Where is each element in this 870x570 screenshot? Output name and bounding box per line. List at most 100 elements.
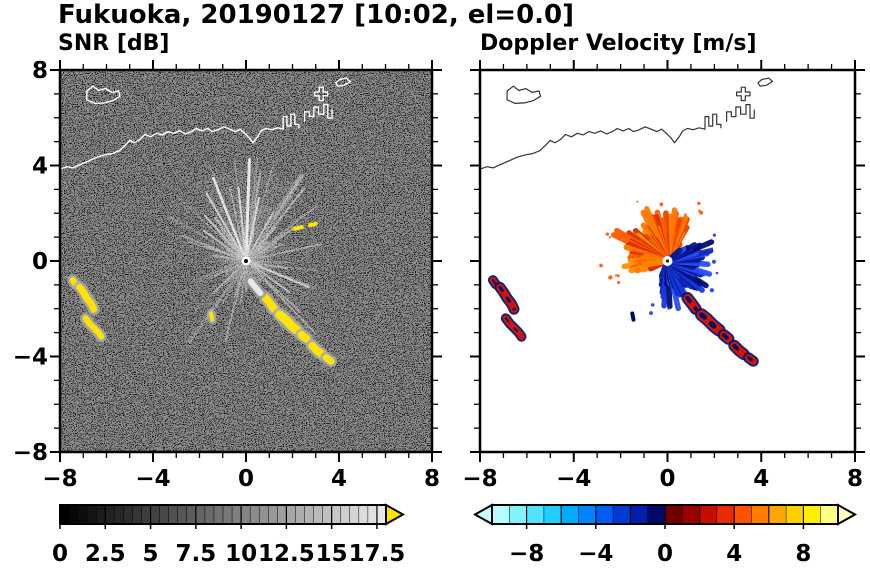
coastline-island xyxy=(735,86,751,102)
snr-colorbar: 0 2.5 5 7.5 10 12.5 15 17.5 xyxy=(52,503,405,567)
snr-colorbar-label: 10 xyxy=(225,541,257,567)
snr-colorbar-label: 12.5 xyxy=(258,541,315,567)
doppler-colorbar-segment xyxy=(751,505,770,524)
x-tick-label: 8 xyxy=(847,466,863,492)
fan-edge-dot xyxy=(715,271,719,275)
doppler-colorbar-segment xyxy=(509,505,528,524)
snr-colorbar-segment xyxy=(358,505,369,524)
coastline-island xyxy=(313,86,329,102)
fan-edge-dot xyxy=(617,280,621,285)
coastline xyxy=(480,77,774,170)
fan-edge-dot xyxy=(684,213,687,216)
x-tick-label: 4 xyxy=(753,466,769,492)
snr-colorbar-segment xyxy=(376,505,387,524)
doppler-panel-title: Doppler Velocity [m/s] xyxy=(480,31,757,56)
snr-echo xyxy=(76,283,98,313)
radar-site-dot xyxy=(244,259,248,263)
snr-colorbar-segment xyxy=(204,505,215,524)
doppler-colorbar-segment xyxy=(595,505,614,524)
fan-edge-dot xyxy=(649,311,653,315)
doppler-colorbar-segment xyxy=(543,505,562,524)
doppler-echo-patches xyxy=(746,356,755,363)
snr-colorbar-label: 5 xyxy=(143,541,159,567)
x-tick-label: −8 xyxy=(42,466,77,492)
fan-edge-dot xyxy=(667,306,671,310)
coastline xyxy=(60,77,351,170)
y-tick-label: −4 xyxy=(13,345,48,371)
snr-echo xyxy=(308,341,326,359)
doppler-fan-west-streak xyxy=(628,253,668,269)
fan-edge-dot xyxy=(711,247,714,250)
doppler-colorbar-segment xyxy=(820,505,839,524)
snr-colorbar-segment xyxy=(123,505,133,524)
doppler-fan-toward-blue xyxy=(649,233,719,315)
snr-echo xyxy=(209,311,215,322)
doppler-colorbar-segment xyxy=(630,505,649,524)
fan-edge-dot xyxy=(659,202,664,207)
coastline-path xyxy=(303,103,333,123)
x-tick-label: 8 xyxy=(424,466,440,492)
snr-echoes xyxy=(67,221,338,368)
snr-colorbar-label: 2.5 xyxy=(85,541,126,567)
x-tick-label: 0 xyxy=(238,466,254,492)
doppler-echo-patches xyxy=(491,279,497,286)
x-tick-label: −4 xyxy=(556,466,591,492)
doppler-colorbar-label: −4 xyxy=(578,541,613,567)
snr-colorbar-segment xyxy=(87,505,97,524)
doppler-colorbar-segment xyxy=(803,505,822,524)
snr-colorbar-segment xyxy=(78,505,88,524)
doppler-colorbar-segment xyxy=(578,505,597,524)
snr-echo xyxy=(82,315,105,340)
coastline-island xyxy=(506,85,542,105)
snr-colorbar-segment xyxy=(259,505,269,524)
doppler-colorbar-segment xyxy=(492,505,510,524)
snr-colorbar-segment xyxy=(114,505,124,524)
coastline-path xyxy=(60,126,284,170)
fan-edge-dot xyxy=(628,253,633,258)
fan-edge-dot xyxy=(616,274,620,278)
fan-edge-dot xyxy=(697,201,701,206)
doppler-axes xyxy=(470,60,865,462)
snr-colorbar-segment xyxy=(177,505,188,524)
snr-colorbar-segment xyxy=(340,505,351,524)
snr-colorbar-segment xyxy=(223,505,233,524)
doppler-colorbar-segment xyxy=(786,505,804,524)
snr-colorbar-segment xyxy=(349,505,360,524)
y-tick-label: 0 xyxy=(32,249,48,275)
snr-colorbar-segment xyxy=(186,505,197,524)
snr-colorbar-segment xyxy=(195,505,206,524)
snr-colorbar-label: 7.5 xyxy=(175,541,216,567)
axis-tick-labels: 840−4−8−8 −8−4 −40 04 48 8 xyxy=(13,58,863,492)
snr-echo xyxy=(297,331,311,343)
doppler-echo-patches xyxy=(498,285,516,311)
fan-edge-dot xyxy=(709,288,714,293)
snr-colorbar-segment xyxy=(268,505,278,524)
snr-colorbar-segment xyxy=(286,505,296,524)
y-tick-label: 4 xyxy=(32,154,48,180)
coastline-path xyxy=(725,103,755,122)
snr-echo xyxy=(69,277,79,288)
snr-colorbar-segment xyxy=(232,505,242,524)
x-tick-label: −4 xyxy=(135,466,170,492)
doppler-under-arrow xyxy=(472,503,493,526)
snr-echo xyxy=(261,294,278,313)
coastline-island xyxy=(335,77,351,87)
fan-edge-dot xyxy=(608,275,613,280)
doppler-colorbar-segment xyxy=(768,505,787,524)
snr-colorbar-segment xyxy=(277,505,287,524)
radar-site-dot xyxy=(665,259,670,263)
doppler-echo-patches xyxy=(699,312,722,333)
doppler-colorbar-label: 4 xyxy=(726,541,742,567)
snr-colorbar-segment xyxy=(331,505,342,524)
figure-title: Fukuoka, 20190127 [10:02, el=0.0] xyxy=(58,0,575,30)
snr-colorbar-segment xyxy=(313,505,324,524)
snr-colorbar-segment xyxy=(132,505,142,524)
snr-colorbar-segment xyxy=(367,505,378,524)
x-tick-label: 0 xyxy=(659,466,675,492)
y-tick-label: 8 xyxy=(32,58,48,84)
snr-axes xyxy=(50,60,442,462)
snr-panel-title: SNR [dB] xyxy=(58,31,170,56)
fan-edge-dot xyxy=(619,235,622,238)
snr-colorbar-segment xyxy=(304,505,315,524)
doppler-echo-patches xyxy=(504,317,523,338)
